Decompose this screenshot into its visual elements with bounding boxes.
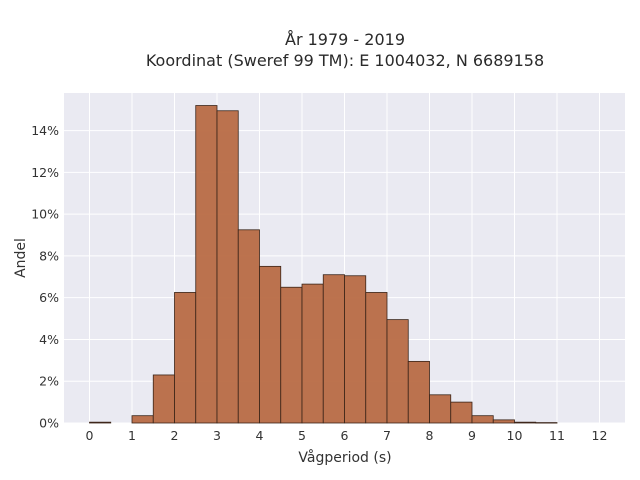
y-tick-label: 6%	[39, 290, 59, 305]
histogram-bar	[301, 283, 324, 424]
y-axis-label: Andel	[13, 238, 29, 278]
y-tick-label: 2%	[39, 374, 59, 389]
histogram-bar	[429, 394, 452, 424]
x-tick-label: 0	[86, 428, 94, 443]
histogram-bar	[216, 110, 239, 424]
y-tick-label: 0%	[39, 416, 59, 431]
histogram-bar	[259, 265, 282, 424]
x-tick-label: 12	[592, 428, 608, 443]
x-tick-label: 5	[298, 428, 306, 443]
x-tick-label: 3	[213, 428, 221, 443]
histogram-bar	[344, 275, 367, 424]
histogram-bar	[280, 286, 303, 424]
histogram-bar	[174, 292, 197, 424]
histogram-bar	[237, 229, 260, 424]
x-tick-label: 11	[549, 428, 565, 443]
histogram-bar	[450, 401, 473, 424]
histogram-bar	[386, 319, 409, 424]
chart-title: År 1979 - 2019	[285, 30, 405, 49]
x-tick-label: 9	[468, 428, 476, 443]
histogram-bar	[195, 105, 218, 424]
y-tick-label: 8%	[39, 248, 59, 263]
x-axis-ticks: 0 1 2 3 4 5 6 7 8 9 10 11 12	[86, 428, 608, 443]
chart-subtitle: Koordinat (Sweref 99 TM): E 1004032, N 6…	[146, 51, 544, 70]
histogram-bar	[365, 292, 388, 424]
x-tick-label: 8	[426, 428, 434, 443]
x-tick-label: 10	[507, 428, 523, 443]
y-tick-label: 12%	[31, 165, 59, 180]
histogram-bar	[131, 415, 154, 424]
histogram-bar	[407, 360, 430, 424]
y-tick-label: 14%	[31, 123, 59, 138]
y-tick-label: 10%	[31, 207, 59, 222]
y-tick-label: 4%	[39, 332, 59, 347]
x-tick-label: 4	[256, 428, 264, 443]
x-tick-label: 7	[383, 428, 391, 443]
histogram-bar	[322, 274, 345, 424]
histogram-bar	[492, 419, 515, 424]
x-tick-label: 2	[171, 428, 179, 443]
x-tick-label: 6	[341, 428, 349, 443]
histogram-bar	[471, 415, 494, 424]
y-axis-ticks: 0% 2% 4% 6% 8% 10% 12% 14%	[31, 123, 59, 430]
bars	[89, 105, 558, 424]
histogram-bar	[535, 422, 558, 424]
x-axis-label: Vågperiod (s)	[298, 449, 391, 466]
x-tick-label: 1	[128, 428, 136, 443]
histogram-bar	[514, 421, 537, 424]
histogram-bar	[89, 421, 112, 424]
histogram-bar	[152, 374, 175, 424]
